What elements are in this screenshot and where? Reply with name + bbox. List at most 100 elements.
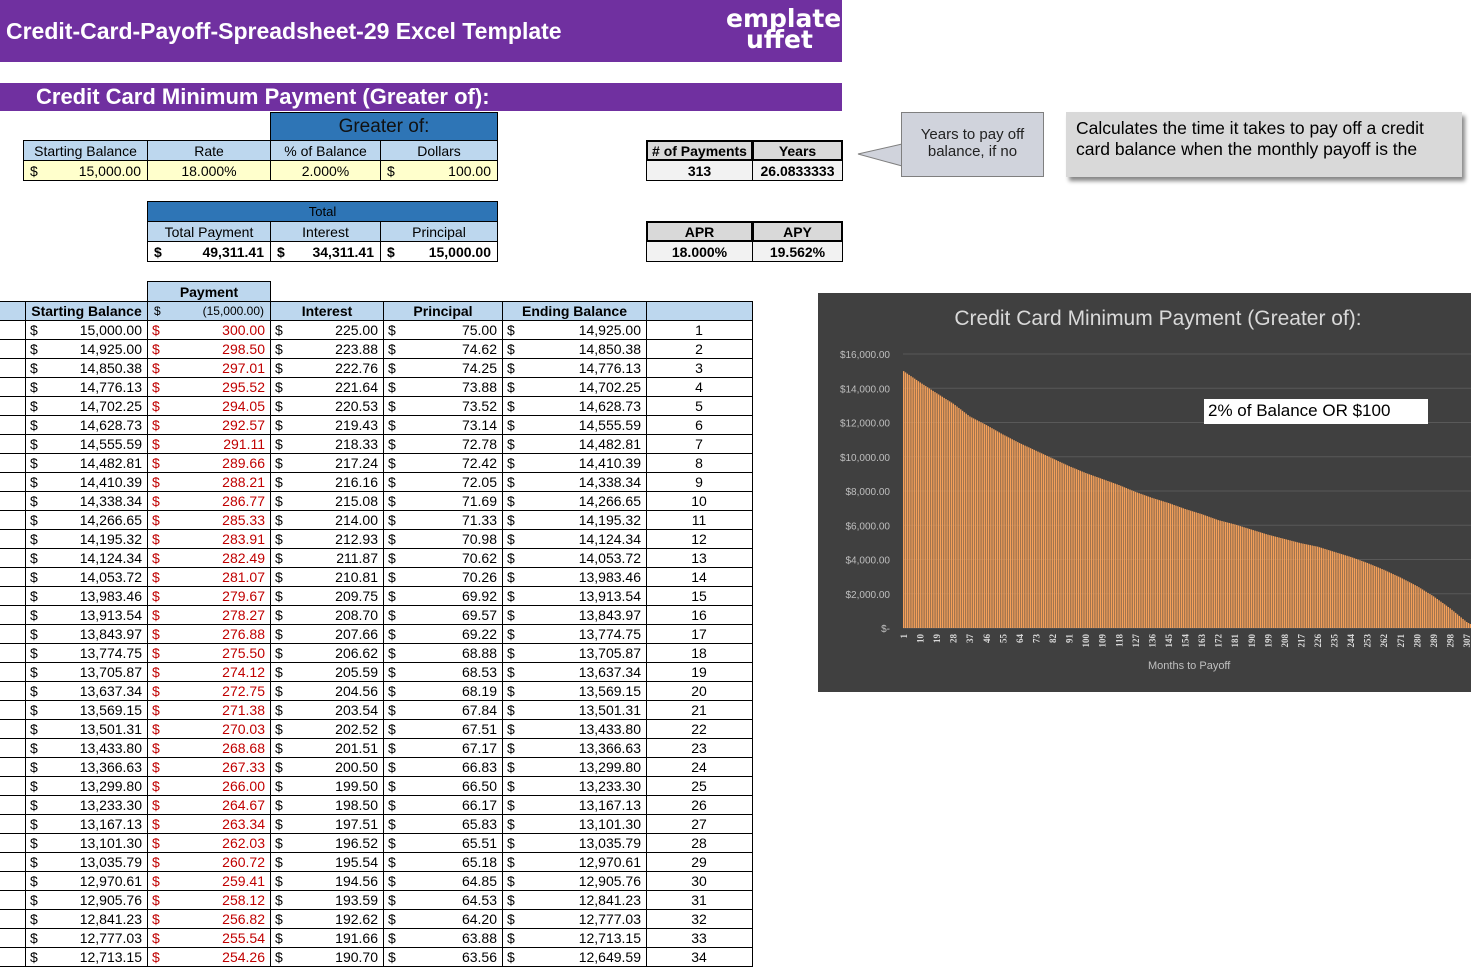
ending-balance-cell[interactable]: $13,913.54 (502, 587, 647, 606)
ending-balance-cell[interactable]: $13,433.80 (502, 720, 647, 739)
interest-cell[interactable]: $207.66 (270, 625, 384, 644)
starting-balance-cell[interactable]: $13,774.75 (25, 644, 148, 663)
principal-cell[interactable]: $66.83 (383, 758, 503, 777)
payment-cell[interactable]: $300.00 (147, 321, 271, 340)
ending-balance-cell[interactable]: $14,628.73 (502, 397, 647, 416)
interest-cell[interactable]: $208.70 (270, 606, 384, 625)
ending-balance-cell[interactable]: $13,101.30 (502, 815, 647, 834)
starting-balance-cell[interactable]: $14,482.81 (25, 454, 148, 473)
principal-cell[interactable]: $67.51 (383, 720, 503, 739)
payment-number-cell[interactable]: 27 (646, 815, 753, 834)
payment-number-cell[interactable]: 17 (646, 625, 753, 644)
payment-number-cell[interactable]: 12 (646, 530, 753, 549)
interest-cell[interactable]: $219.43 (270, 416, 384, 435)
interest-cell[interactable]: $195.54 (270, 853, 384, 872)
starting-balance-cell[interactable]: $13,501.31 (25, 720, 148, 739)
starting-balance-cell[interactable]: $13,637.34 (25, 682, 148, 701)
payment-cell[interactable]: $264.67 (147, 796, 271, 815)
starting-balance-cell[interactable]: $13,167.13 (25, 815, 148, 834)
payment-number-cell[interactable]: 7 (646, 435, 753, 454)
starting-balance-cell[interactable]: $14,776.13 (25, 378, 148, 397)
ending-balance-cell[interactable]: $12,905.76 (502, 872, 647, 891)
payment-number-cell[interactable]: 8 (646, 454, 753, 473)
ending-balance-cell[interactable]: $14,053.72 (502, 549, 647, 568)
ending-balance-cell[interactable]: $14,702.25 (502, 378, 647, 397)
starting-balance-cell[interactable]: $13,299.80 (25, 777, 148, 796)
payment-number-cell[interactable]: 19 (646, 663, 753, 682)
payment-cell[interactable]: $255.54 (147, 929, 271, 948)
interest-cell[interactable]: $216.16 (270, 473, 384, 492)
payment-number-cell[interactable]: 30 (646, 872, 753, 891)
payment-cell[interactable]: $298.50 (147, 340, 271, 359)
ending-balance-cell[interactable]: $13,233.30 (502, 777, 647, 796)
ending-balance-cell[interactable]: $13,705.87 (502, 644, 647, 663)
payment-number-cell[interactable]: 18 (646, 644, 753, 663)
interest-cell[interactable]: $191.66 (270, 929, 384, 948)
ending-balance-cell[interactable]: $14,266.65 (502, 492, 647, 511)
payment-cell[interactable]: $297.01 (147, 359, 271, 378)
principal-cell[interactable]: $74.25 (383, 359, 503, 378)
interest-cell[interactable]: $204.56 (270, 682, 384, 701)
principal-cell[interactable]: $73.88 (383, 378, 503, 397)
rate-input[interactable]: 18.000% (147, 160, 271, 181)
payment-number-cell[interactable]: 28 (646, 834, 753, 853)
interest-cell[interactable]: $220.53 (270, 397, 384, 416)
ending-balance-cell[interactable]: $13,501.31 (502, 701, 647, 720)
payment-number-cell[interactable]: 5 (646, 397, 753, 416)
payment-number-cell[interactable]: 9 (646, 473, 753, 492)
payment-cell[interactable]: $281.07 (147, 568, 271, 587)
payment-number-cell[interactable]: 1 (646, 321, 753, 340)
interest-cell[interactable]: $193.59 (270, 891, 384, 910)
principal-cell[interactable]: $75.00 (383, 321, 503, 340)
starting-balance-cell[interactable]: $14,850.38 (25, 359, 148, 378)
template-buffet-logo[interactable]: emplate uffet (712, 6, 841, 56)
payment-cell[interactable]: $274.12 (147, 663, 271, 682)
payment-number-cell[interactable]: 15 (646, 587, 753, 606)
starting-balance-cell[interactable]: $13,366.63 (25, 758, 148, 777)
principal-cell[interactable]: $69.92 (383, 587, 503, 606)
payment-number-cell[interactable]: 13 (646, 549, 753, 568)
payment-cell[interactable]: $254.26 (147, 948, 271, 967)
payment-number-cell[interactable]: 4 (646, 378, 753, 397)
payment-number-cell[interactable]: 3 (646, 359, 753, 378)
interest-cell[interactable]: $214.00 (270, 511, 384, 530)
payment-cell[interactable]: $278.27 (147, 606, 271, 625)
interest-cell[interactable]: $209.75 (270, 587, 384, 606)
ending-balance-cell[interactable]: $14,925.00 (502, 321, 647, 340)
principal-cell[interactable]: $64.53 (383, 891, 503, 910)
starting-balance-cell[interactable]: $14,555.59 (25, 435, 148, 454)
interest-cell[interactable]: $222.76 (270, 359, 384, 378)
ending-balance-cell[interactable]: $14,555.59 (502, 416, 647, 435)
principal-cell[interactable]: $72.42 (383, 454, 503, 473)
principal-cell[interactable]: $64.20 (383, 910, 503, 929)
payment-number-cell[interactable]: 31 (646, 891, 753, 910)
interest-cell[interactable]: $202.52 (270, 720, 384, 739)
payment-number-cell[interactable]: 21 (646, 701, 753, 720)
principal-cell[interactable]: $73.52 (383, 397, 503, 416)
payment-cell[interactable]: $272.75 (147, 682, 271, 701)
principal-cell[interactable]: $69.22 (383, 625, 503, 644)
ending-balance-cell[interactable]: $14,124.34 (502, 530, 647, 549)
ending-balance-cell[interactable]: $13,366.63 (502, 739, 647, 758)
payment-number-cell[interactable]: 6 (646, 416, 753, 435)
starting-balance-cell[interactable]: $12,841.23 (25, 910, 148, 929)
payment-cell[interactable]: $258.12 (147, 891, 271, 910)
principal-cell[interactable]: $66.50 (383, 777, 503, 796)
principal-cell[interactable]: $74.62 (383, 340, 503, 359)
principal-cell[interactable]: $63.88 (383, 929, 503, 948)
interest-cell[interactable]: $212.93 (270, 530, 384, 549)
interest-cell[interactable]: $210.81 (270, 568, 384, 587)
starting-balance-cell[interactable]: $13,101.30 (25, 834, 148, 853)
ending-balance-cell[interactable]: $13,774.75 (502, 625, 647, 644)
principal-cell[interactable]: $71.33 (383, 511, 503, 530)
principal-cell[interactable]: $68.19 (383, 682, 503, 701)
ending-balance-cell[interactable]: $13,167.13 (502, 796, 647, 815)
starting-balance-cell[interactable]: $12,905.76 (25, 891, 148, 910)
interest-cell[interactable]: $211.87 (270, 549, 384, 568)
starting-balance-cell[interactable]: $13,569.15 (25, 701, 148, 720)
payment-cell[interactable]: $283.91 (147, 530, 271, 549)
payment-number-cell[interactable]: 23 (646, 739, 753, 758)
ending-balance-cell[interactable]: $14,410.39 (502, 454, 647, 473)
principal-cell[interactable]: $72.78 (383, 435, 503, 454)
ending-balance-cell[interactable]: $13,843.97 (502, 606, 647, 625)
